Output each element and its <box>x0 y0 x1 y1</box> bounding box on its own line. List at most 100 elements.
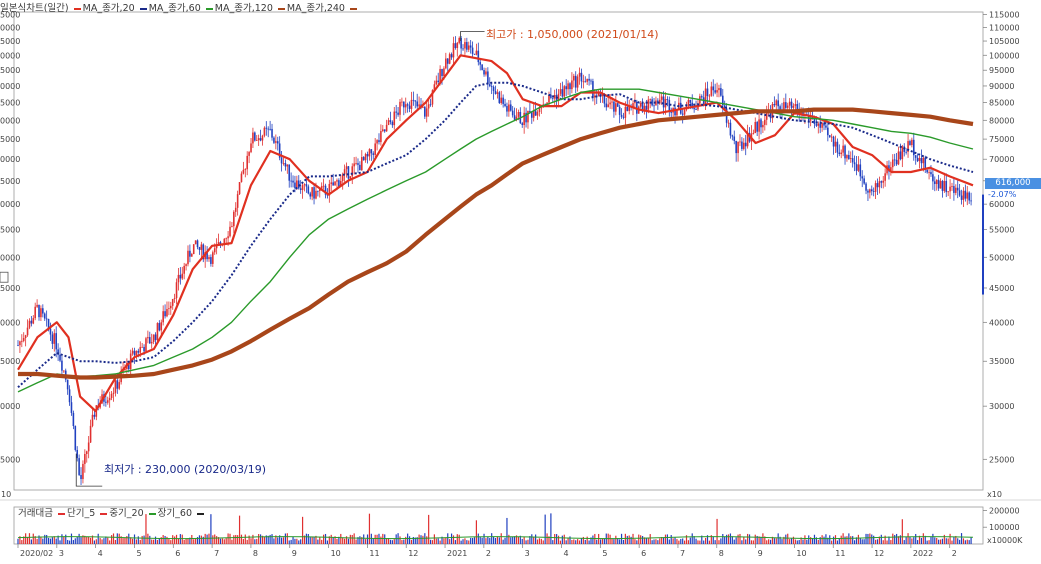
candle-body <box>38 304 40 318</box>
candle-body <box>418 104 420 107</box>
volume-bar <box>649 534 651 544</box>
volume-bar <box>65 534 67 544</box>
candle-body <box>485 71 487 75</box>
candle-body <box>588 78 590 81</box>
high-annotation: 최고가 : 1,050,000 (2021/01/14) <box>486 28 659 41</box>
x-tick-label: 3 <box>59 549 64 558</box>
legend-swatch-ma240 <box>277 7 285 10</box>
volume-bar <box>662 537 665 544</box>
candle-body <box>664 99 667 108</box>
volume-bar <box>126 536 128 544</box>
volume-bar <box>363 534 365 544</box>
volume-bar <box>955 535 957 544</box>
candle-body <box>773 104 776 106</box>
volume-bar <box>861 539 863 544</box>
volume-bar <box>107 537 109 544</box>
volume-bar <box>219 538 222 544</box>
candle-body <box>620 114 623 117</box>
volume-bar <box>221 538 223 544</box>
current-change: -2.07% <box>988 190 1017 199</box>
candle-body <box>278 143 281 158</box>
volume-bar <box>546 533 548 544</box>
candle-body <box>70 402 73 413</box>
volume-bar <box>899 535 902 544</box>
candle-body <box>571 80 573 90</box>
candle-body <box>708 95 711 97</box>
volume-bar <box>939 539 942 544</box>
volume-bar <box>941 538 944 544</box>
volume-bar <box>82 535 84 544</box>
candle-body <box>80 474 82 480</box>
candle-body <box>615 103 617 112</box>
volume-bar <box>966 539 968 544</box>
volume-bar <box>880 534 882 544</box>
volume-bar <box>470 537 472 544</box>
candle-body <box>424 106 426 117</box>
candle-body <box>599 92 602 97</box>
volume-bar <box>244 534 246 544</box>
price-tick-label: 105000 <box>989 37 1020 46</box>
volume-bar <box>523 536 525 544</box>
volume-bar <box>231 539 233 544</box>
volume-bar <box>636 540 638 544</box>
volume-bar <box>450 533 453 544</box>
volume-bar <box>464 538 466 544</box>
volume-bar <box>321 539 323 544</box>
volume-tick-label: 200000 <box>989 506 1020 515</box>
volume-bar <box>659 538 661 544</box>
volume-bar <box>575 540 577 544</box>
volume-bar <box>116 533 118 544</box>
volume-bar <box>323 534 325 544</box>
candle-body <box>924 157 927 170</box>
x-tick-label: 5 <box>602 549 607 558</box>
candle-body <box>607 104 609 108</box>
volume-bar <box>261 535 264 544</box>
candle-body <box>655 100 657 106</box>
volume-bar <box>873 535 875 544</box>
left-price-tick: 5000 <box>0 66 20 75</box>
candle-body <box>941 180 944 191</box>
volume-bar <box>479 536 481 544</box>
left-price-tick: 5000 <box>0 37 20 46</box>
volume-bar <box>17 538 19 544</box>
volume-bar <box>23 536 25 544</box>
volume-bar <box>120 536 122 544</box>
volume-bar <box>32 533 34 544</box>
candle-body <box>330 182 333 184</box>
volume-bar <box>242 539 244 544</box>
volume-bar <box>206 534 208 544</box>
volume-bar <box>248 535 250 544</box>
volume-bar <box>559 540 562 544</box>
candle-body <box>416 101 418 107</box>
candle-body <box>198 247 201 250</box>
volume-bar <box>204 533 206 544</box>
volume-bar <box>577 539 579 544</box>
candle-body <box>601 94 604 97</box>
volume-bar <box>376 534 378 544</box>
candle-body <box>32 318 35 324</box>
volume-bar <box>387 538 390 544</box>
candle-body <box>649 99 652 101</box>
candle-body <box>891 159 894 168</box>
volume-bar <box>544 514 546 544</box>
volume-bar <box>599 539 602 544</box>
volume-bar <box>53 536 55 544</box>
candle-body <box>490 86 493 87</box>
volume-bar <box>481 537 483 544</box>
candle-body <box>828 135 831 137</box>
volume-bar <box>745 539 747 544</box>
left-price-tick: 5000 <box>0 177 20 186</box>
candle-body <box>536 112 539 116</box>
volume-bar <box>884 535 886 544</box>
candle-body <box>171 298 174 306</box>
volume-bar <box>773 538 775 544</box>
volume-bar <box>661 537 663 544</box>
volume-bar <box>685 535 688 544</box>
volume-bar <box>433 534 435 544</box>
volume-bar <box>653 539 655 544</box>
candle-body <box>53 333 56 344</box>
candle-body <box>284 163 287 167</box>
candle-body <box>809 117 812 121</box>
volume-bar <box>550 513 552 544</box>
volume-tick-label: 100000 <box>989 523 1020 532</box>
